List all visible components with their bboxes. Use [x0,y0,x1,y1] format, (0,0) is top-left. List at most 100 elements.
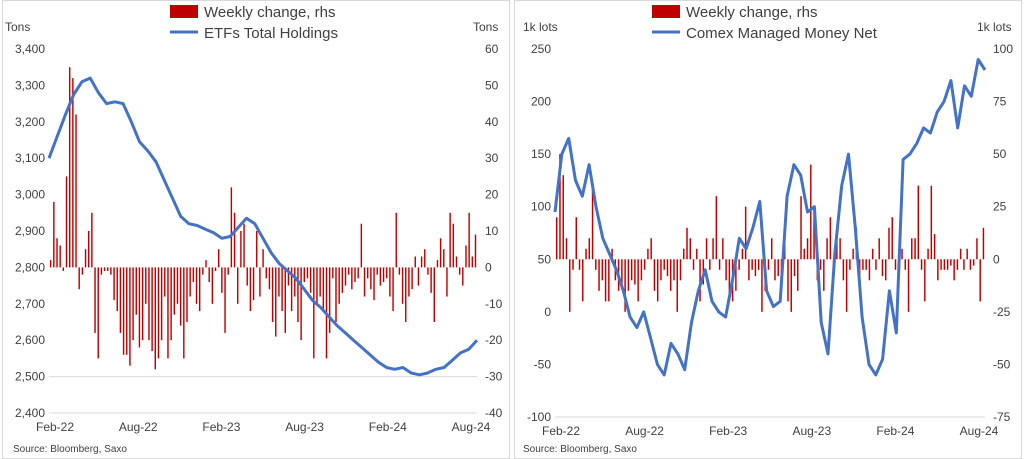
weekly-change-bar [81,267,84,275]
weekly-change-bar [953,259,955,281]
weekly-change-bar [591,185,594,260]
weekly-change-bar [757,259,760,270]
weekly-change-bar [430,267,432,293]
weekly-change-bar [91,212,93,268]
left-tick-label: 150 [531,147,551,161]
weekly-change-bar [823,259,825,291]
weekly-change-bar [943,259,946,270]
weekly-change-bar [436,260,439,268]
weekly-change-bar [427,267,429,275]
weekly-change-bar [725,259,727,281]
weekly-change-bar [107,267,109,272]
weekly-change-bar [398,267,401,275]
weekly-change-bar [363,267,366,297]
weekly-change-bar [907,259,910,312]
weekly-change-bar [56,238,58,268]
x-tick-label: Feb-23 [202,420,240,434]
weekly-change-bar [888,227,890,260]
weekly-change-bar [468,212,470,268]
weekly-change-bar [979,259,981,302]
weekly-change-bar [787,259,789,302]
weekly-change-bar [937,259,939,281]
x-tick-label: Feb-23 [709,424,747,438]
left-tick-label: 3,200 [15,115,45,129]
weekly-change-bar [634,259,636,285]
weekly-change-bar [138,267,141,348]
weekly-change-bar [462,267,464,286]
weekly-change-bar [322,267,325,312]
weekly-change-bar [709,259,711,270]
weekly-change-bar [354,267,356,282]
right-tick-label: -40 [485,406,503,420]
weekly-change-bar [770,238,773,260]
weekly-change-bar [366,267,369,279]
right-axis-unit: 1k lots [977,20,1012,34]
weekly-change-bar [439,238,442,268]
weekly-change-bar [126,267,128,355]
weekly-change-bar [217,249,220,268]
weekly-change-bar [297,267,299,322]
weekly-change-bar [87,231,90,268]
weekly-change-bar [966,248,968,260]
weekly-change-bar [113,267,115,301]
weekly-change-bar [800,196,802,260]
weekly-change-bar [803,248,806,260]
right-axis-unit: Tons [473,20,498,34]
weekly-change-bar [715,196,718,260]
weekly-change-bar [405,267,407,322]
weekly-change-bar [341,267,344,293]
left-tick-label: -50 [534,357,552,371]
weekly-change-bar [982,227,985,260]
left-tick-label: 250 [531,42,551,56]
weekly-change-bar [379,267,382,286]
right-tick-label: 0 [993,252,1000,266]
left-tick-label: 100 [531,200,551,214]
x-tick-label: Aug-24 [960,424,999,438]
weekly-change-bar [728,259,731,302]
left-axis-unit: Tons [5,20,30,34]
weekly-change-bars [555,154,985,312]
weekly-change-bar [376,267,378,275]
weekly-change-bar [656,259,659,302]
weekly-change-bar [328,267,331,333]
weekly-change-bar [75,114,77,268]
right-tick-label: 60 [485,42,499,56]
weekly-change-bar [65,176,68,268]
weekly-change-bar [849,259,851,270]
weekly-change-bar [265,267,267,279]
weekly-change-bar [395,212,397,268]
legend-bar-label: Weekly change, rhs [204,4,335,21]
weekly-change-bar [221,267,223,293]
weekly-change-bar [604,259,607,302]
weekly-change-bar [722,238,724,260]
weekly-change-bar [420,256,423,268]
left-tick-label: 3,000 [15,188,45,202]
weekly-change-bar [572,259,574,270]
weekly-change-bar [777,259,779,277]
left-tick-label: 2,600 [15,333,45,347]
weekly-change-bar [189,267,191,297]
weekly-change-bar [414,256,416,268]
weekly-change-bar [233,212,236,268]
weekly-change-bar [630,259,633,281]
gridlines [49,376,477,414]
weekly-change-bar [309,267,312,293]
legend-line-label: ETFs Total Holdings [204,25,338,42]
weekly-change-bar [963,259,965,270]
weekly-change-bar [186,267,188,322]
weekly-change-bar [443,249,445,268]
left-tick-label: 2,800 [15,260,45,274]
weekly-change-bar [624,259,626,312]
right-tick-label: -50 [993,357,1011,371]
right-tick-label: -20 [485,333,503,347]
weekly-change-bar [868,259,871,281]
weekly-change-bar [754,259,757,277]
weekly-change-bars [49,67,477,370]
weekly-change-bar [797,259,799,291]
weekly-change-bar [575,217,577,260]
etf-holdings-panel: Weekly change, rhs ETFs Total Holdings T… [2,0,510,459]
weekly-change-bar [145,267,147,304]
weekly-change-bar [290,267,293,312]
weekly-change-bar [751,259,753,270]
left-tick-label: 2,400 [15,406,45,420]
